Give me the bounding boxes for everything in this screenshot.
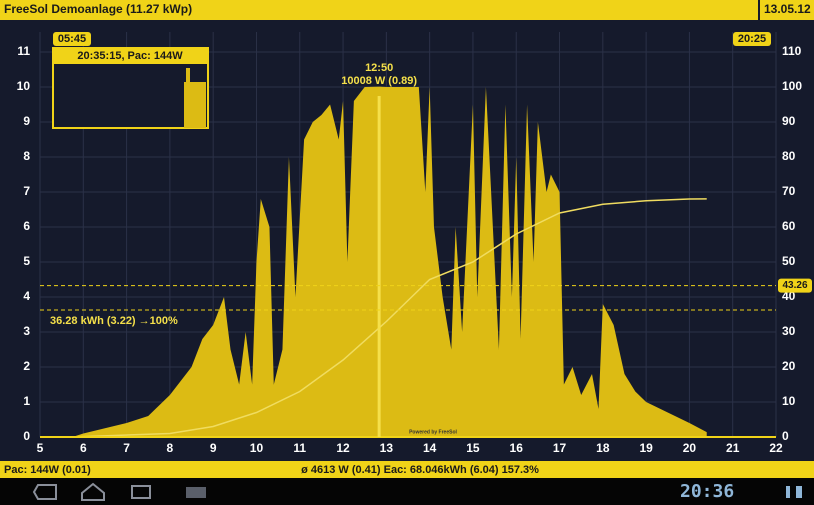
back-button[interactable] [32, 484, 57, 500]
inset-title: 20:35:15, Pac: 144W [77, 50, 183, 62]
y2-tick-label: 90 [782, 114, 796, 128]
x-tick-label: 8 [167, 441, 174, 455]
watermark: Powered by FreeSol [409, 429, 457, 435]
y-tick-label: 8 [23, 149, 30, 163]
inset-bars [184, 82, 206, 128]
y2-tick-label: 20 [782, 359, 796, 373]
y-tick-label: 7 [23, 184, 30, 198]
status-bar [0, 461, 814, 478]
title-divider [758, 0, 760, 20]
x-tick-label: 17 [553, 441, 567, 455]
x-tick-label: 19 [639, 441, 653, 455]
end-label: 20:25 [738, 33, 766, 45]
y-tick-label: 4 [23, 289, 30, 303]
x-tick-label: 16 [510, 441, 524, 455]
y2-tick-label: 30 [782, 324, 796, 338]
energy-label: 36.28 kWh (3.22) →100% [50, 315, 178, 327]
y2-tick-label: 70 [782, 184, 796, 198]
y2-tick-label: 80 [782, 149, 796, 163]
y2-tick-label: 0 [782, 429, 789, 443]
nav-bar [0, 478, 814, 505]
y-tick-label: 6 [23, 219, 30, 233]
y2-tick-label: 10 [782, 394, 796, 408]
recent-button[interactable] [131, 485, 151, 499]
x-tick-label: 10 [250, 441, 264, 455]
y2-tick-label: 60 [782, 219, 796, 233]
x-tick-label: 18 [596, 441, 610, 455]
y2-tick-label: 100 [782, 79, 802, 93]
marker-badge [778, 278, 812, 293]
end-badge [733, 32, 771, 46]
x-tick-label: 7 [123, 441, 130, 455]
x-tick-label: 5 [37, 441, 44, 455]
date: 13.05.12 [764, 2, 811, 16]
inset-header [53, 48, 208, 64]
clock: 20:36 [680, 481, 734, 502]
x-tick-label: 6 [80, 441, 87, 455]
y-tick-label: 10 [17, 79, 31, 93]
y-tick-label: 3 [23, 324, 30, 338]
peak-time: 12:50 [365, 62, 393, 74]
x-tick-label: 20 [683, 441, 697, 455]
keyboard-button[interactable] [186, 487, 206, 498]
x-tick-label: 9 [210, 441, 217, 455]
x-tick-label: 15 [466, 441, 480, 455]
battery-icon [796, 486, 802, 498]
x-tick-label: 12 [336, 441, 350, 455]
peak-value: 10008 W (0.89) [341, 75, 417, 87]
plot: 0123456789101101020304050607080901001105… [17, 32, 812, 455]
status-center: ø 4613 W (0.41) Eac: 68.046kWh (6.04) 15… [301, 464, 539, 476]
status-left: Pac: 144W (0.01) [4, 464, 91, 476]
x-tick-label: 13 [380, 441, 394, 455]
x-tick-label: 14 [423, 441, 437, 455]
y-tick-label: 2 [23, 359, 30, 373]
power-area [72, 86, 707, 438]
y-tick-label: 0 [23, 429, 30, 443]
x-tick-label: 11 [293, 441, 306, 455]
y2-tick-label: 50 [782, 254, 796, 268]
y-tick-label: 1 [23, 394, 30, 408]
y-tick-label: 9 [23, 114, 30, 128]
home-button[interactable] [81, 482, 105, 501]
start-label: 05:45 [58, 33, 86, 45]
signal-icon [786, 486, 790, 498]
app-title: FreeSol Demoanlage (11.27 kWp) [4, 2, 192, 16]
inset-bar-top [186, 68, 190, 82]
x-tick-label: 22 [769, 441, 783, 455]
marker-label: 43.26 [782, 280, 807, 291]
y-tick-label: 5 [23, 254, 30, 268]
y2-tick-label: 110 [782, 44, 802, 58]
energy-line [72, 198, 707, 438]
x-tick-label: 21 [726, 441, 740, 455]
y2-tick-label: 40 [782, 289, 796, 303]
title-bar [0, 0, 814, 20]
start-badge [53, 32, 91, 46]
y-tick-label: 11 [17, 44, 30, 58]
